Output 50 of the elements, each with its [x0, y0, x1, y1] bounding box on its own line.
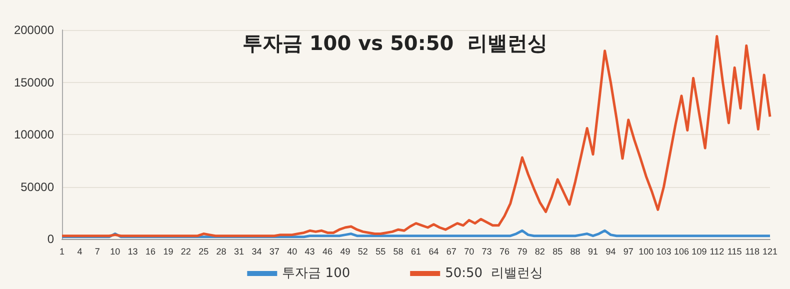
x-tick-label: 1 — [59, 246, 65, 256]
x-tick-label: 112 — [710, 246, 724, 256]
x-tick-label: 40 — [287, 246, 298, 256]
x-tick-label: 94 — [606, 246, 616, 256]
y-tick-label: 150000 — [14, 75, 54, 90]
x-tick-label: 34 — [252, 246, 262, 256]
x-tick-label: 58 — [393, 246, 404, 256]
x-tick-label: 106 — [674, 246, 690, 256]
x-tick-label: 46 — [322, 246, 333, 256]
x-tick-label: 118 — [745, 246, 760, 256]
x-tick-label: 91 — [588, 246, 598, 256]
x-tick-label: 13 — [128, 246, 138, 256]
x-tick-label: 10 — [110, 246, 120, 256]
x-tick-label: 73 — [482, 246, 492, 256]
x-tick-label: 88 — [570, 246, 580, 256]
x-tick-label: 70 — [464, 246, 474, 256]
x-tick-label: 25 — [198, 246, 209, 256]
x-tick-label: 97 — [623, 246, 634, 256]
x-tick-label: 61 — [410, 246, 422, 256]
y-tick-label: 200000 — [14, 23, 54, 37]
legend-label: 50:50 리밸런싱 — [445, 266, 543, 281]
y-tick-label: 50000 — [20, 180, 54, 194]
x-tick-label: 121 — [762, 246, 778, 256]
legend-label: 투자금 100 — [282, 266, 350, 281]
x-tick-label: 109 — [692, 246, 707, 256]
chart-title: 투자금 100 vs 50:50 리밸런싱 — [242, 31, 548, 55]
x-tick-label: 49 — [340, 246, 350, 256]
x-tick-label: 7 — [94, 246, 100, 256]
y-tick-label: 0 — [47, 232, 54, 246]
x-tick-label: 55 — [376, 246, 386, 256]
x-tick-label: 37 — [269, 246, 280, 256]
y-tick-label: 100000 — [14, 128, 54, 142]
x-tick-label: 28 — [216, 246, 226, 256]
x-tick-label: 115 — [727, 246, 742, 256]
x-tick-label: 22 — [180, 246, 191, 256]
x-tick-label: 64 — [428, 246, 439, 256]
x-tick-label: 43 — [304, 246, 315, 256]
x-tick-label: 79 — [517, 246, 528, 256]
x-tick-label: 31 — [234, 246, 244, 256]
x-tick-label: 100 — [638, 246, 654, 256]
line-series — [60, 35, 772, 238]
x-tick-label: 19 — [163, 246, 174, 256]
x-tick-label: 76 — [499, 246, 510, 256]
x-tick-label: 52 — [358, 246, 368, 256]
x-tick-label: 67 — [446, 246, 456, 256]
x-tick-label: 85 — [552, 246, 563, 256]
x-tick-label: 16 — [145, 246, 156, 256]
x-tick-label: 103 — [656, 246, 672, 256]
x-tick-label: 4 — [77, 246, 82, 256]
x-tick-label: 82 — [534, 246, 545, 256]
